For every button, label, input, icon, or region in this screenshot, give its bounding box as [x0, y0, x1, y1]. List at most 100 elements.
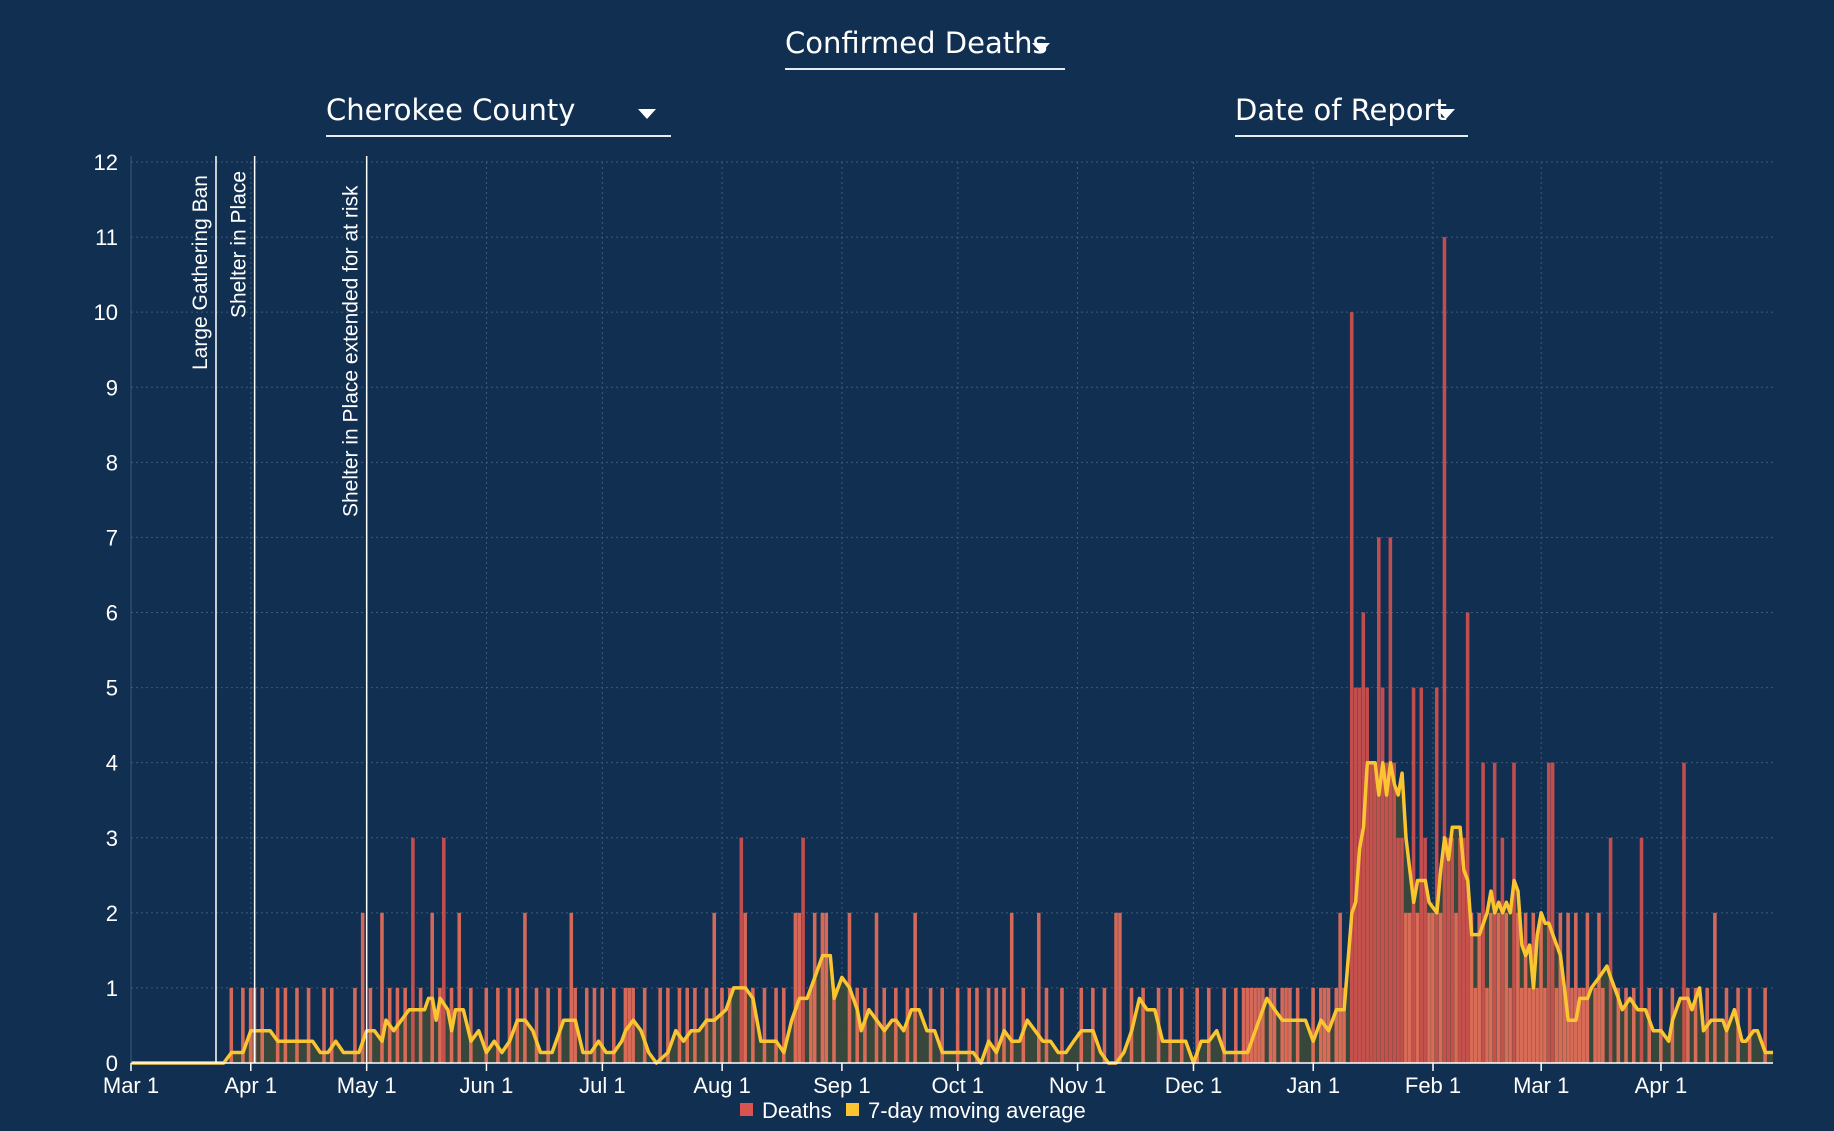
death-bar	[411, 837, 415, 1064]
death-bar	[1392, 762, 1396, 1063]
death-bar	[1241, 987, 1246, 1063]
death-bar	[469, 987, 473, 1063]
death-bar	[322, 987, 326, 1063]
chevron-down-icon	[1032, 43, 1050, 53]
death-bar	[1659, 987, 1663, 1063]
death-bar	[584, 987, 589, 1063]
y-tick-label: 0	[106, 1051, 118, 1076]
death-bar	[1380, 687, 1385, 1063]
death-bar	[1500, 837, 1505, 1064]
death-bar	[1118, 912, 1122, 1063]
death-bar	[1543, 987, 1547, 1063]
death-bar	[1585, 912, 1590, 1063]
y-tick-label: 3	[106, 826, 118, 851]
death-bar	[685, 987, 689, 1063]
x-tick-label: May 1	[337, 1073, 397, 1098]
death-bar	[693, 987, 697, 1063]
death-bar	[1465, 612, 1470, 1063]
death-bar	[403, 987, 407, 1063]
death-bar	[1431, 912, 1435, 1063]
death-bar	[1489, 912, 1493, 1063]
death-bar	[1002, 987, 1006, 1063]
death-bar	[727, 987, 732, 1063]
death-bar	[484, 987, 489, 1063]
death-bar	[1686, 987, 1690, 1063]
death-bar	[241, 987, 245, 1063]
death-bar	[1419, 687, 1424, 1063]
death-bar	[882, 987, 887, 1063]
chevron-down-icon	[1437, 109, 1455, 119]
death-bar	[1179, 987, 1184, 1063]
death-bar	[496, 987, 500, 1063]
death-bar	[1693, 987, 1698, 1063]
death-bar	[712, 912, 717, 1063]
date-type-dropdown[interactable]: Date of Report	[1235, 85, 1468, 137]
death-bar	[1091, 987, 1095, 1063]
death-bar	[1461, 837, 1466, 1064]
death-bar	[1508, 987, 1512, 1063]
death-bar	[801, 837, 805, 1064]
death-bar	[1516, 912, 1520, 1063]
metric-dropdown-label: Confirmed Deaths	[785, 26, 1048, 60]
death-bar	[739, 837, 744, 1064]
death-bar	[824, 912, 829, 1063]
death-bar	[774, 987, 778, 1063]
death-bar	[275, 987, 280, 1063]
death-bar	[1527, 987, 1532, 1063]
x-tick-label: Mar 1	[103, 1073, 159, 1098]
death-bar	[1577, 987, 1582, 1063]
death-bar	[283, 987, 288, 1063]
death-bar	[1388, 537, 1393, 1063]
death-bar	[1562, 987, 1566, 1063]
death-bar	[1396, 837, 1400, 1064]
death-bar	[1624, 987, 1628, 1063]
death-bar	[1434, 687, 1439, 1063]
death-bar	[1044, 987, 1049, 1063]
x-tick-label: Nov 1	[1049, 1073, 1106, 1098]
death-bar	[1647, 987, 1651, 1063]
x-tick-label: Apr 1	[1635, 1073, 1688, 1098]
death-bar	[1407, 912, 1412, 1063]
death-bar	[812, 912, 817, 1063]
death-bar	[1261, 987, 1265, 1063]
death-bar	[1442, 237, 1447, 1064]
death-bar	[1558, 912, 1563, 1063]
death-bar	[1496, 912, 1501, 1063]
death-bar	[928, 987, 933, 1063]
y-tick-label: 5	[106, 676, 118, 701]
death-bar	[797, 912, 802, 1063]
death-bar	[1284, 987, 1288, 1063]
date-type-dropdown-label: Date of Report	[1235, 93, 1447, 127]
death-bar	[1566, 912, 1570, 1063]
death-bar	[820, 912, 825, 1063]
death-bar	[1438, 912, 1443, 1063]
death-bar	[1535, 987, 1539, 1063]
death-bar	[894, 987, 898, 1063]
y-tick-label: 9	[106, 375, 118, 400]
death-bar	[1369, 762, 1373, 1063]
death-bar	[1338, 912, 1342, 1063]
death-bar	[442, 837, 446, 1064]
death-bar	[1280, 987, 1284, 1063]
metric-dropdown[interactable]: Confirmed Deaths	[785, 18, 1065, 70]
death-bar	[704, 987, 709, 1063]
death-bar	[1574, 912, 1578, 1063]
y-tick-label: 2	[106, 901, 118, 926]
death-bar	[1357, 687, 1362, 1063]
death-bar	[994, 987, 999, 1063]
death-bar	[913, 912, 917, 1063]
death-bar	[1365, 687, 1369, 1063]
death-bar	[642, 987, 647, 1063]
legend-label-deaths: Deaths	[762, 1098, 832, 1123]
annotation-label: Shelter in Place extended for at risk	[340, 185, 363, 517]
death-bar	[1639, 837, 1644, 1064]
death-bar	[612, 987, 616, 1063]
death-bar	[1473, 987, 1478, 1063]
death-bar	[1060, 987, 1064, 1063]
county-dropdown[interactable]: Cherokee County	[326, 85, 671, 137]
death-bar	[1311, 987, 1315, 1063]
death-bar	[1206, 987, 1211, 1063]
death-bar	[306, 987, 311, 1063]
death-bar	[507, 987, 512, 1063]
